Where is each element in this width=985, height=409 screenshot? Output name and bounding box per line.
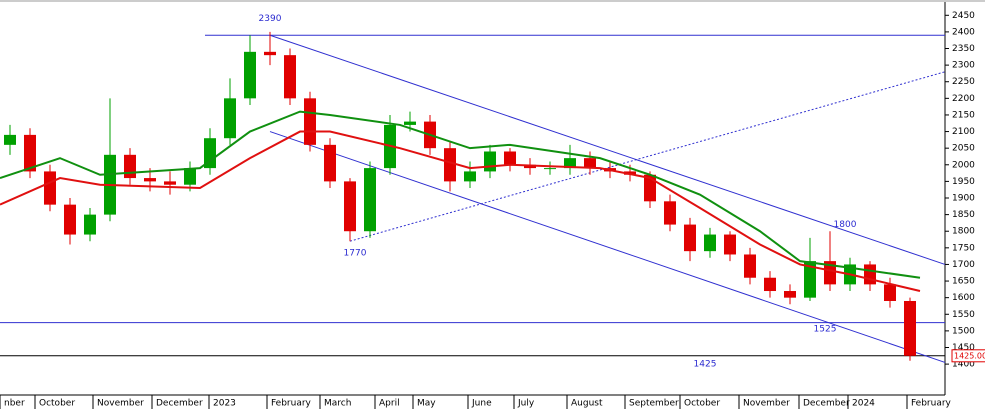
candle-body	[204, 138, 216, 169]
x-tick-label: 2023	[213, 399, 236, 409]
y-tick-label: 2050	[952, 144, 975, 154]
x-tick-label: 2024	[852, 399, 875, 409]
candle-body	[824, 261, 836, 285]
x-tick-label: October	[684, 399, 720, 409]
trend-line	[349, 71, 946, 242]
x-tick-label: July	[517, 399, 535, 409]
price-box	[951, 349, 985, 363]
annotation: 1800	[834, 220, 857, 230]
y-tick-label: 1400	[952, 360, 975, 370]
y-tick-label: 1950	[952, 177, 975, 187]
candle-body	[584, 158, 596, 169]
x-tick-label: November	[743, 399, 790, 409]
y-tick-label: 2350	[952, 44, 975, 54]
candle-body	[404, 121, 416, 125]
x-tick-label: May	[417, 399, 436, 409]
annotation: 1525	[814, 325, 837, 335]
x-tick-label: February	[271, 399, 312, 409]
x-tick-label: February	[911, 399, 952, 409]
candle-body	[784, 291, 796, 298]
candle-body	[244, 51, 256, 99]
candle-body	[124, 154, 136, 179]
annotation: 1770	[344, 248, 367, 258]
y-tick-label: 1500	[952, 326, 975, 336]
candle-body	[764, 277, 776, 292]
candle-body	[504, 151, 516, 165]
x-tick-label: nber	[4, 399, 25, 409]
annotation: 1425	[694, 360, 717, 370]
y-tick-label: 1550	[952, 310, 975, 320]
candle-body	[144, 178, 156, 182]
candle-body	[224, 98, 236, 139]
x-tick-label: September	[629, 399, 679, 409]
y-tick-label: 1600	[952, 293, 975, 303]
candle-body	[744, 254, 756, 278]
candle-body	[344, 181, 356, 232]
candle-body	[804, 261, 816, 298]
candle-body	[564, 158, 576, 169]
moving-average	[0, 130, 921, 292]
candle-body	[544, 168, 556, 170]
candle-body	[44, 171, 56, 205]
x-tick-label: November	[97, 399, 144, 409]
y-tick-label: 1750	[952, 243, 975, 253]
x-tick-label: June	[471, 399, 492, 409]
x-tick-label: December	[156, 399, 203, 409]
moving-average	[0, 110, 921, 279]
candle-body	[24, 134, 36, 172]
y-tick-label: 2150	[952, 110, 975, 120]
candle-body	[644, 174, 656, 202]
y-tick-label: 1650	[952, 277, 975, 287]
annotation: 2390	[259, 14, 282, 24]
candle-body	[364, 168, 376, 232]
candle-body	[304, 98, 316, 145]
y-tick-label: 2400	[952, 27, 975, 37]
candle-body	[324, 144, 336, 182]
candle-body	[704, 234, 716, 252]
candle-body	[484, 151, 496, 172]
y-tick-label: 2000	[952, 160, 975, 170]
trend-line	[269, 34, 946, 265]
candle-body	[864, 264, 876, 285]
candle-body	[84, 214, 96, 235]
candle-body	[904, 300, 916, 356]
candle-body	[184, 168, 196, 185]
y-tick-label: 2250	[952, 77, 975, 87]
price-label: 1425.00	[954, 351, 985, 360]
x-tick-label: October	[39, 399, 75, 409]
y-tick-label: 1900	[952, 194, 975, 204]
y-tick-label: 2200	[952, 94, 975, 104]
candle-body	[444, 148, 456, 182]
candle-body	[664, 201, 676, 225]
y-tick-label: 1800	[952, 227, 975, 237]
candle-body	[164, 181, 176, 185]
candle-body	[724, 234, 736, 255]
y-tick-label: 2450	[952, 11, 975, 21]
y-tick-label: 1850	[952, 210, 975, 220]
y-tick-label: 2300	[952, 61, 975, 71]
candle-body	[4, 134, 16, 145]
x-tick-label: December	[803, 399, 850, 409]
candle-body	[64, 204, 76, 235]
candle-body	[464, 171, 476, 182]
candle-body	[884, 284, 896, 301]
candle-body	[284, 55, 296, 99]
candle-body	[684, 224, 696, 252]
y-tick-label: 2100	[952, 127, 975, 137]
trend-line	[269, 131, 946, 363]
x-tick-label: March	[324, 399, 351, 409]
candle-body	[264, 51, 276, 56]
y-tick-label: 1700	[952, 260, 975, 270]
x-tick-label: August	[571, 399, 603, 409]
y-tick-label: 1450	[952, 343, 975, 353]
x-tick-label: April	[379, 399, 400, 409]
